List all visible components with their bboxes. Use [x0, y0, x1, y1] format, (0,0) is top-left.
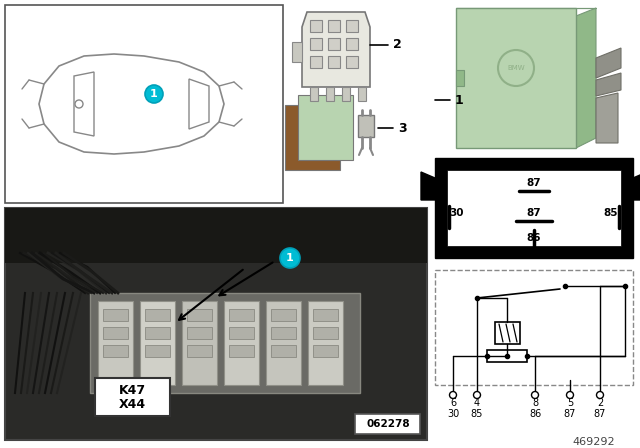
Bar [5, 5, 283, 203]
Text: K47: K47 [118, 383, 145, 396]
Bar [487, 350, 527, 362]
Bar [229, 327, 254, 339]
Circle shape [566, 392, 573, 399]
Bar [145, 327, 170, 339]
Bar [328, 38, 340, 50]
Bar [346, 38, 358, 50]
Text: 30: 30 [450, 208, 464, 218]
Bar [358, 87, 366, 101]
Text: 6: 6 [450, 398, 456, 408]
Circle shape [531, 392, 538, 399]
Text: X44: X44 [118, 397, 145, 410]
Bar [328, 20, 340, 32]
Bar [310, 38, 322, 50]
Bar [90, 293, 360, 393]
Bar [310, 87, 318, 101]
Bar [145, 345, 170, 357]
Bar [435, 270, 633, 385]
Bar [98, 301, 133, 385]
Text: 1: 1 [150, 89, 158, 99]
Bar [495, 322, 520, 344]
Polygon shape [633, 172, 640, 200]
Bar [456, 70, 464, 86]
Bar [271, 345, 296, 357]
Text: 062278: 062278 [366, 419, 410, 429]
Bar [5, 208, 427, 440]
Text: 87: 87 [594, 409, 606, 419]
Bar [456, 8, 576, 148]
Text: 469292: 469292 [572, 437, 615, 447]
Text: 8: 8 [532, 398, 538, 408]
Circle shape [596, 392, 604, 399]
Text: 2: 2 [597, 398, 603, 408]
Bar [266, 301, 301, 385]
Text: 86: 86 [529, 409, 541, 419]
Bar [145, 309, 170, 321]
Bar [328, 56, 340, 68]
Bar [229, 309, 254, 321]
Bar [140, 301, 175, 385]
Polygon shape [596, 93, 618, 143]
Text: 3: 3 [398, 121, 406, 134]
Bar [313, 327, 338, 339]
Polygon shape [421, 172, 435, 200]
Circle shape [449, 392, 456, 399]
Polygon shape [596, 48, 621, 78]
Text: BMW: BMW [507, 65, 525, 71]
Bar [103, 309, 128, 321]
Text: 87: 87 [564, 409, 576, 419]
Bar [285, 105, 340, 170]
Circle shape [474, 392, 481, 399]
Polygon shape [576, 8, 596, 148]
Bar [358, 115, 374, 137]
Text: 30: 30 [447, 409, 459, 419]
Bar [355, 414, 420, 434]
Text: 2: 2 [393, 39, 402, 52]
Bar [271, 327, 296, 339]
Bar [292, 42, 302, 62]
Circle shape [280, 248, 300, 268]
Bar [346, 56, 358, 68]
Text: 1: 1 [455, 94, 464, 107]
Bar [310, 20, 322, 32]
Bar [298, 95, 353, 160]
Text: 86: 86 [527, 233, 541, 243]
Polygon shape [302, 12, 370, 87]
Bar [103, 345, 128, 357]
Bar [326, 87, 334, 101]
Circle shape [145, 85, 163, 103]
Text: 1: 1 [286, 253, 294, 263]
Bar [435, 158, 633, 258]
Bar [103, 327, 128, 339]
Bar [313, 309, 338, 321]
Bar [95, 378, 170, 416]
Bar [310, 56, 322, 68]
Text: 85: 85 [471, 409, 483, 419]
Bar [313, 345, 338, 357]
Bar [182, 301, 217, 385]
Text: 85: 85 [604, 208, 618, 218]
Bar [5, 208, 427, 263]
Bar [187, 327, 212, 339]
Bar [229, 345, 254, 357]
Text: 5: 5 [567, 398, 573, 408]
Text: 87: 87 [527, 208, 541, 218]
Bar [187, 309, 212, 321]
Bar [308, 301, 343, 385]
Bar [224, 301, 259, 385]
Text: 87: 87 [527, 178, 541, 188]
Bar [187, 345, 212, 357]
Bar [342, 87, 350, 101]
Bar [271, 309, 296, 321]
Bar [447, 170, 621, 246]
Polygon shape [596, 73, 621, 96]
Text: 4: 4 [474, 398, 480, 408]
Bar [346, 20, 358, 32]
